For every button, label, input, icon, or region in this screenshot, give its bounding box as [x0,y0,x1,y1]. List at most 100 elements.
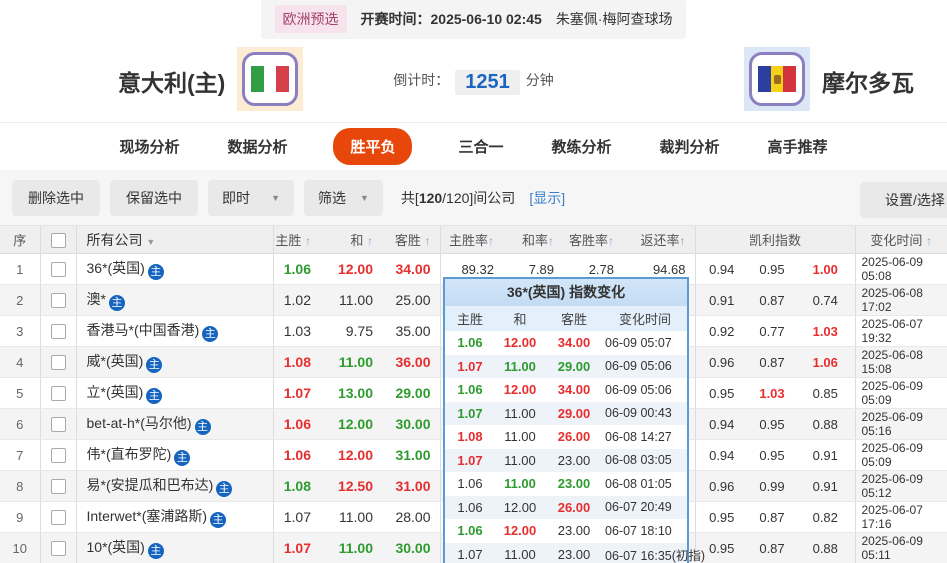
time-filter-dropdown[interactable]: 即时 ▼ [208,179,294,216]
kelly-home-cell: 0.95 [695,377,748,409]
home-odds-cell: 1.07 [273,377,320,409]
table-header-row: 序 所有公司 ▼ 主胜 ↑ 和 ↑ 客胜 ↑ 主胜率↑ 和率↑ 客胜率↑ 返还率… [0,225,947,254]
change-time-cell: 2025-06-07 17:16 [855,501,947,533]
change-time-cell: 2025-06-09 05:12 [855,470,947,502]
company-cell[interactable]: 10*(英国) 主 [76,532,274,563]
company-cell[interactable]: 易*(安提瓜和巴布达) 主 [76,470,274,502]
popup-home-odds: 1.06 [457,523,483,539]
tab-2[interactable]: 数据分析 [227,139,288,156]
checkbox-cell [40,284,77,316]
header-company[interactable]: 所有公司 ▼ [76,225,274,254]
row-checkbox[interactable] [50,262,66,278]
company-cell[interactable]: 立*(英国) 主 [76,377,274,409]
popup-home-odds: 1.06 [457,335,483,351]
sort-up-icon: ↑ [548,234,554,248]
popup-header-3: 客胜 [560,312,587,327]
header-away-rate[interactable]: 客胜率↑ [563,225,623,254]
show-link[interactable]: [显示] [529,189,566,206]
row-checkbox[interactable] [50,448,66,464]
header-home-odds[interactable]: 主胜 ↑ [273,225,320,254]
tab-5[interactable]: 教练分析 [551,139,612,156]
tab-6[interactable]: 裁判分析 [659,139,720,156]
time-filter-value: 即时 [222,189,250,206]
sort-up-icon: ↑ [679,234,686,248]
company-row[interactable]: 1 36*(英国) 主 1.06 12.00 34.00 89.32 7.89 2.78 94.6… [0,253,947,285]
row-checkbox[interactable] [50,510,66,526]
kelly-home-cell: 0.95 [695,501,748,533]
tab-4[interactable]: 三合一 [458,139,504,156]
popup-draw-odds: 11.00 [504,429,536,445]
tab-7[interactable]: 高手推荐 [767,139,828,156]
company-name: 10*(英国) [86,539,145,555]
company-cell[interactable]: 香港马*(中国香港) 主 [76,315,274,347]
popup-row: 1.07 11.00 23.00 06-08 03:05 [445,448,687,472]
header-home-rate[interactable]: 主胜率↑ [440,225,503,254]
keep-selected-button[interactable]: 保留选中 [110,179,198,216]
settings-button[interactable]: 设置/选择 [860,182,947,218]
sort-up-icon: ↑ [926,234,933,248]
match-info-bar: 欧洲预选 开赛时间：2025-06-10 02:45 朱塞佩·梅阿查球场 [0,0,947,39]
select-all-checkbox[interactable] [50,232,66,248]
seq-cell: 10 [0,532,41,563]
popup-change-time: 06-09 00:43 [605,406,672,421]
company-cell[interactable]: 威*(英国) 主 [76,346,274,378]
kelly-home-cell: 0.91 [695,284,748,316]
venue-name: 朱塞佩·梅阿查球场 [555,11,673,27]
header-away-odds[interactable]: 客胜 ↑ [382,225,441,254]
popup-away-odds: 29.00 [557,405,591,421]
row-checkbox[interactable] [50,386,66,402]
row-checkbox[interactable] [50,541,66,557]
popup-header-1: 主胜 [456,312,483,327]
popup-away-odds: 26.00 [557,429,591,445]
company-row[interactable]: 6 bet-at-h*(马尔他) 主 1.06 12.00 30.00 0.94 0.95 0.… [0,408,947,440]
company-name: 澳* [86,291,106,307]
popup-rows: 1.06 12.00 34.00 06-09 05:07 1.07 11.00 29.00 0… [445,331,705,563]
company-cell[interactable]: bet-at-h*(马尔他) 主 [76,408,274,440]
row-checkbox[interactable] [50,417,66,433]
chevron-down-icon: ▼ [271,192,280,203]
sort-up-icon: ↑ [424,234,431,248]
tab-1[interactable]: 现场分析 [119,139,180,156]
header-draw-odds[interactable]: 和 ↑ [320,225,382,254]
row-checkbox[interactable] [50,293,66,309]
home-odds-cell: 1.07 [273,501,320,533]
seq-cell: 6 [0,408,41,440]
popup-home-odds: 1.06 [457,476,483,492]
popup-home-odds: 1.07 [457,405,483,421]
change-time-cell: 2025-06-07 19:32 [855,315,947,347]
filter-dropdown[interactable]: 筛选 ▼ [304,179,383,216]
row-checkbox[interactable] [50,355,66,371]
header-change-time[interactable]: 变化时间 ↑ [855,225,947,254]
away-odds-cell: 30.00 [382,408,441,440]
popup-row: 1.06 12.00 26.00 06-07 20:49 [445,495,687,519]
popup-draw-odds: 12.00 [503,382,537,398]
row-checkbox[interactable] [50,479,66,495]
tab-3[interactable]: 胜平负 [333,128,413,165]
home-odds-cell: 1.03 [273,315,320,347]
kelly-away-cell: 0.91 [796,439,856,471]
countdown-value: 1251 [455,70,520,95]
company-cell[interactable]: Interwet*(塞浦路斯) 主 [76,501,274,533]
header-company-label: 所有公司 [86,231,143,248]
moldova-flag-icon [749,52,805,106]
teams-header: 意大利(主) 倒计时： 1251 分钟 摩尔多瓦 [0,38,947,122]
change-time-cell: 2025-06-09 05:09 [855,439,947,471]
company-cell[interactable]: 伟*(直布罗陀) 主 [76,439,274,471]
popup-away-odds: 23.00 [557,546,591,562]
row-checkbox[interactable] [50,324,66,340]
change-time-cell: 2025-06-09 05:16 [855,408,947,440]
seq-cell: 7 [0,439,41,471]
popup-home-odds: 1.06 [457,382,483,398]
seq-cell: 8 [0,470,41,502]
header-draw-rate[interactable]: 和率↑ [503,225,563,254]
popup-header-4: 变化时间 [618,312,671,327]
company-cell[interactable]: 36*(英国) 主 [76,253,274,285]
seq-cell: 1 [0,253,41,285]
delete-selected-button[interactable]: 删除选中 [12,179,100,216]
popup-header-row: 主胜 和 客胜 变化时间 [445,306,687,331]
odds-change-popup: 36*(英国) 指数变化 主胜 和 客胜 变化时间 1.06 12.00 34.00 06-… [443,277,705,563]
host-icon: 主 [216,481,233,497]
company-cell[interactable]: 澳* 主 [76,284,274,316]
header-return-rate[interactable]: 返还率↑ [623,225,696,254]
header-return-rate-label: 返还率 [640,233,680,248]
